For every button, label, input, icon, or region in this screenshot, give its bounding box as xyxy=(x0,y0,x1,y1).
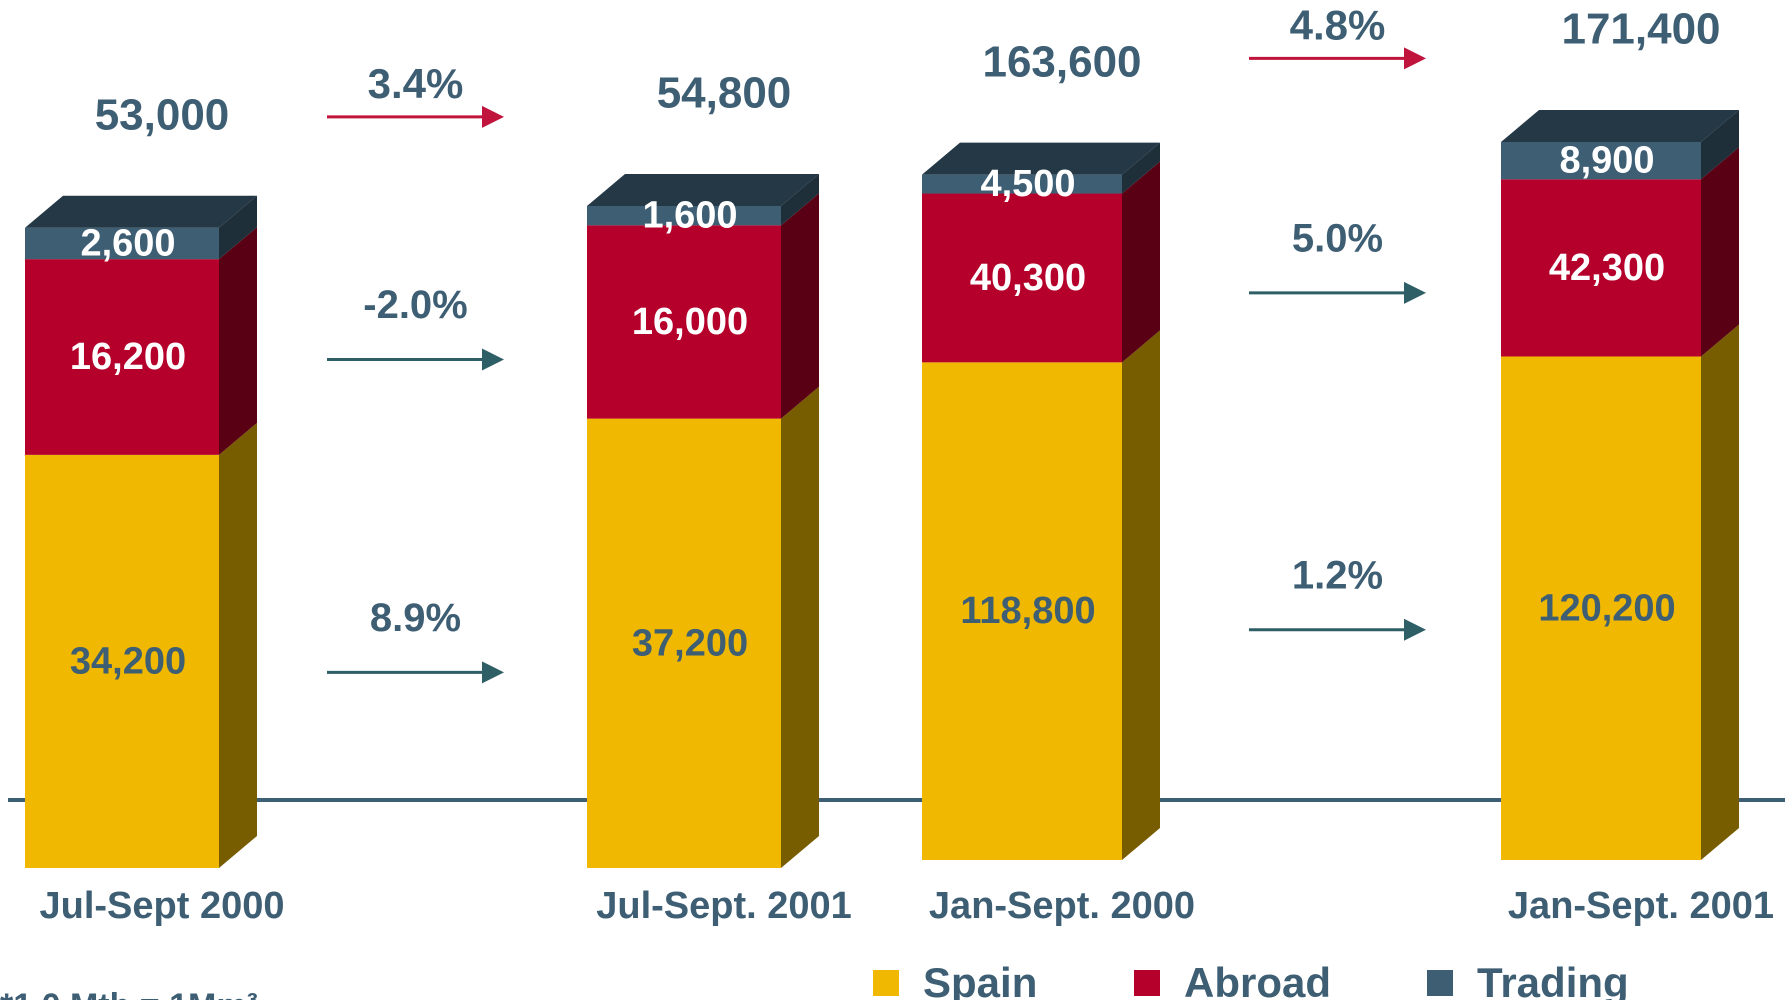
legend-label: Trading xyxy=(1477,959,1629,1000)
change-arrowhead xyxy=(1404,47,1426,70)
bar-segment xyxy=(25,227,219,260)
change-label: -2.0% xyxy=(363,283,468,327)
value-label: 118,800 xyxy=(960,590,1095,632)
value-label: 4,500 xyxy=(980,163,1075,205)
total-label: 163,600 xyxy=(982,37,1141,86)
bar-segment xyxy=(25,259,219,455)
bar-side xyxy=(781,386,819,868)
value-label: 1,600 xyxy=(642,195,737,237)
total-change-label: 4.8% xyxy=(1290,1,1386,48)
x-tick-label: Jan-Sept. 2001 xyxy=(1508,885,1774,927)
total-change-label: 3.4% xyxy=(368,60,464,107)
change-arrowhead xyxy=(482,105,504,128)
legend-label: Abroad xyxy=(1184,959,1331,1000)
bar-side xyxy=(1701,147,1739,357)
bar-side xyxy=(1122,330,1160,861)
x-tick-label: Jul-Sept. 2001 xyxy=(596,885,852,927)
change-arrowhead xyxy=(1404,281,1426,304)
change-arrowhead xyxy=(482,661,504,684)
bar-segment xyxy=(922,193,1122,363)
legend-swatch xyxy=(873,970,899,996)
value-label: 37,200 xyxy=(632,622,748,664)
value-label: 40,300 xyxy=(970,257,1086,299)
value-label: 2,600 xyxy=(80,222,175,264)
x-tick-label: Jan-Sept. 2000 xyxy=(929,885,1195,927)
bar-side xyxy=(781,193,819,419)
bar-segment xyxy=(587,225,781,419)
bar-side xyxy=(1122,142,1160,194)
legend-swatch xyxy=(1134,970,1160,996)
bar-top xyxy=(25,195,257,228)
bar-segment xyxy=(25,454,219,868)
bar-top xyxy=(587,174,819,206)
legend-label: Spain xyxy=(923,959,1037,1000)
change-arrowhead xyxy=(482,348,504,371)
bar-segment xyxy=(587,418,781,868)
bar-side xyxy=(1122,161,1160,363)
value-label: 34,200 xyxy=(70,640,186,682)
value-label: 8,900 xyxy=(1559,140,1654,182)
bar-side xyxy=(1701,110,1739,180)
bar-top xyxy=(1501,110,1739,142)
change-arrowhead xyxy=(1404,618,1426,641)
change-label: 8.9% xyxy=(370,596,461,640)
value-label: 120,200 xyxy=(1538,587,1675,629)
bar-segment xyxy=(922,362,1122,860)
value-label: 16,000 xyxy=(632,301,748,343)
x-tick-label: Jul-Sept 2000 xyxy=(40,885,285,927)
bar-segment xyxy=(1501,179,1701,357)
bar-segment xyxy=(587,206,781,226)
legend-swatch xyxy=(1427,970,1453,996)
footnote: *1.0 Mth = 1Mm³ xyxy=(0,987,258,1000)
total-label: 54,800 xyxy=(657,69,792,118)
bar-side xyxy=(781,174,819,226)
bar-side xyxy=(1701,324,1739,861)
value-label: 16,200 xyxy=(70,336,186,378)
bar-segment xyxy=(922,174,1122,194)
bar-side xyxy=(219,195,257,260)
total-label: 53,000 xyxy=(95,90,230,139)
bar-segment xyxy=(1501,142,1701,180)
value-label: 42,300 xyxy=(1549,247,1665,289)
bar-side xyxy=(219,422,257,868)
bar-side xyxy=(219,227,257,455)
total-label: 171,400 xyxy=(1561,5,1720,54)
change-label: 5.0% xyxy=(1292,216,1383,260)
change-label: 1.2% xyxy=(1292,553,1383,597)
bar-top xyxy=(922,142,1160,175)
bar-segment xyxy=(1501,356,1701,860)
